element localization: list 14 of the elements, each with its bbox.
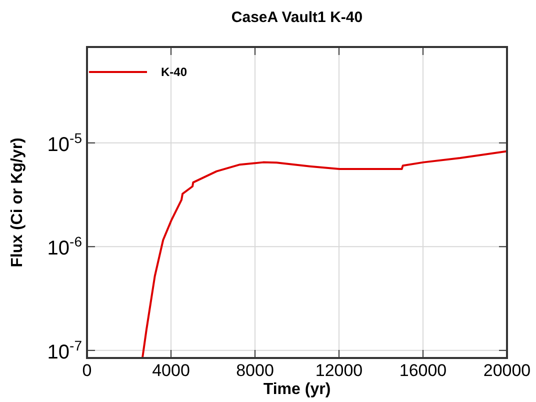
line-series (141, 150, 507, 358)
y-axis-title: Flux (Ci or Kg/yr) (9, 138, 26, 268)
chart-title: CaseA Vault1 K-40 (231, 9, 363, 26)
y-tick-label: 10$^{-6}$ (47, 234, 82, 260)
x-tick-label: 4000 (152, 361, 190, 380)
x-tick-label: 20000 (483, 361, 531, 380)
x-tick-label: 8000 (236, 361, 274, 380)
x-tick-label: 0 (82, 361, 92, 380)
y-tick-label: 10$^{-7}$ (47, 337, 82, 364)
x-tick-label: 12000 (315, 361, 363, 380)
y-tick-label: 10$^{-5}$ (47, 130, 82, 156)
legend-label: K-40 (161, 65, 188, 79)
x-axis-title: Time (yr) (263, 381, 331, 398)
x-tick-label: 16000 (399, 361, 447, 380)
